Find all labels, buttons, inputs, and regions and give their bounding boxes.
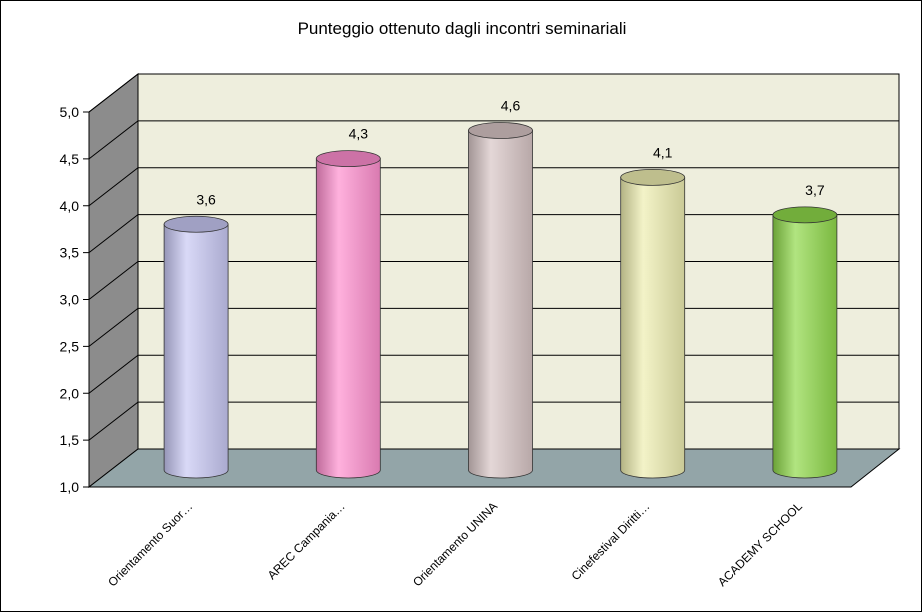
bar (772, 206, 838, 479)
grid-line (88, 73, 899, 113)
data-label: 4,6 (501, 98, 521, 114)
bar-body (315, 158, 381, 479)
y-tick-label: 3,5 (60, 245, 80, 261)
data-label: 4,3 (349, 126, 369, 142)
bar (468, 122, 533, 479)
bar-top (620, 168, 686, 186)
bar-body (772, 214, 838, 479)
bar-top (163, 215, 229, 233)
data-label: 3,6 (196, 191, 216, 207)
x-tick-label: Cinefestival Diritti… (569, 499, 653, 583)
y-tick-label: 2,5 (60, 338, 80, 354)
grid-line (88, 167, 899, 207)
bar (315, 150, 381, 479)
grid-line (88, 120, 899, 160)
data-label: 4,1 (653, 144, 673, 160)
y-tick-label: 3,0 (60, 292, 80, 308)
x-tick-label: Orientamento UNINA (410, 499, 500, 589)
y-tick-label: 4,5 (60, 151, 80, 167)
y-tick-label: 1,0 (60, 479, 80, 495)
y-tick-label: 5,0 (60, 104, 80, 120)
y-tick-label: 4,0 (60, 198, 80, 214)
bar (163, 215, 229, 479)
bar-body (163, 223, 229, 479)
bar-series: 3,6 4,3 4,6 4,1 3,7 (163, 98, 838, 479)
bar-top (468, 122, 533, 139)
chart-title: Punteggio ottenuto dagli incontri semina… (297, 19, 627, 38)
y-tick-label: 2,0 (60, 385, 80, 401)
bar-top (315, 150, 381, 168)
data-label: 3,7 (805, 182, 825, 198)
x-tick-label: ACADEMY SCHOOL (715, 499, 805, 589)
x-tick-label: AREC Campania… (265, 499, 348, 582)
bar-top (772, 206, 838, 224)
bar-body (620, 176, 686, 479)
x-tick-label: Orientamento Suor… (105, 499, 195, 589)
y-tick-label: 1,5 (60, 432, 80, 448)
x-axis: Orientamento Suor… AREC Campania… Orientam… (105, 499, 805, 589)
bar (620, 168, 686, 479)
bar-body (468, 130, 533, 479)
y-axis: 1,0 1,5 2,0 2,5 3,0 3,5 4,0 4,5 5,0 (60, 104, 851, 495)
